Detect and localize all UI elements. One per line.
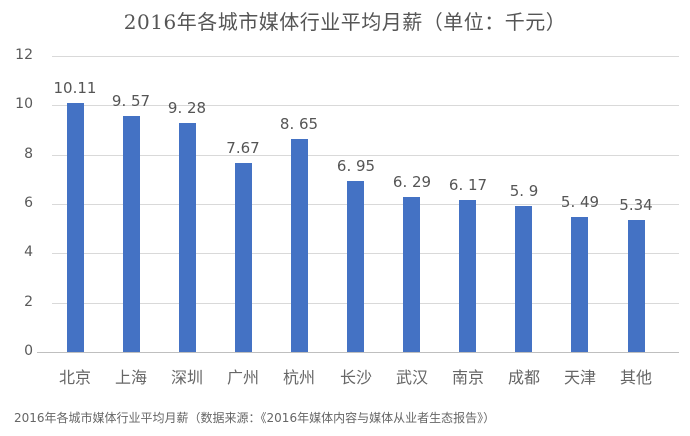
bar — [179, 123, 196, 352]
y-tick-label: 0 — [24, 343, 33, 359]
y-tick-label: 10 — [15, 96, 33, 112]
y-tick-label: 4 — [24, 244, 33, 260]
x-axis-line — [37, 352, 679, 353]
bar-value-label: 7.67 — [226, 139, 260, 157]
bar — [459, 200, 476, 352]
bar-value-label: 9. 57 — [111, 92, 151, 110]
bar — [347, 181, 364, 352]
bar — [571, 217, 588, 352]
x-category-label: 深圳 — [170, 368, 203, 387]
gridline — [52, 204, 679, 205]
bar-value-label: 6. 17 — [448, 176, 488, 194]
chart-title: 2016年各城市媒体行业平均月薪（单位：千元） — [123, 10, 567, 34]
bar-value-label: 5. 9 — [509, 182, 539, 200]
gridline — [52, 303, 679, 304]
bar — [515, 206, 532, 352]
gridline — [52, 105, 679, 106]
x-category-label: 天津 — [563, 368, 596, 387]
bar — [403, 197, 420, 352]
x-category-label: 北京 — [58, 368, 91, 387]
gridline — [52, 155, 679, 156]
x-category-label: 其他 — [619, 368, 652, 387]
bar-value-label: 9. 28 — [167, 99, 207, 117]
y-tick-label: 12 — [15, 47, 33, 63]
x-category-label: 武汉 — [395, 368, 428, 387]
bar — [628, 220, 645, 352]
figure-caption: 2016年各城市媒体行业平均月薪（数据来源：《2016年媒体内容与媒体从业者生态… — [14, 411, 496, 425]
y-tick-label: 2 — [24, 294, 33, 310]
y-tick-label: 8 — [24, 146, 33, 162]
bar-value-label: 6. 29 — [392, 173, 432, 191]
gridline — [52, 253, 679, 254]
x-category-label: 上海 — [114, 368, 147, 387]
x-category-label: 成都 — [507, 368, 540, 387]
x-category-label: 杭州 — [282, 368, 315, 387]
bar-value-label: 10.11 — [53, 79, 97, 97]
bar-value-label: 5. 49 — [560, 193, 600, 211]
x-category-label: 广州 — [226, 368, 259, 387]
x-category-label: 长沙 — [339, 368, 372, 387]
bar-value-label: 8. 65 — [279, 115, 319, 133]
y-tick-label: 6 — [24, 195, 33, 211]
gridline — [52, 56, 679, 57]
bar — [123, 116, 140, 352]
bar — [235, 163, 252, 352]
bar — [67, 103, 84, 352]
bar — [291, 139, 308, 352]
bar-value-label: 6. 95 — [336, 157, 376, 175]
bar-value-label: 5.34 — [619, 196, 653, 214]
x-category-label: 南京 — [451, 368, 484, 387]
